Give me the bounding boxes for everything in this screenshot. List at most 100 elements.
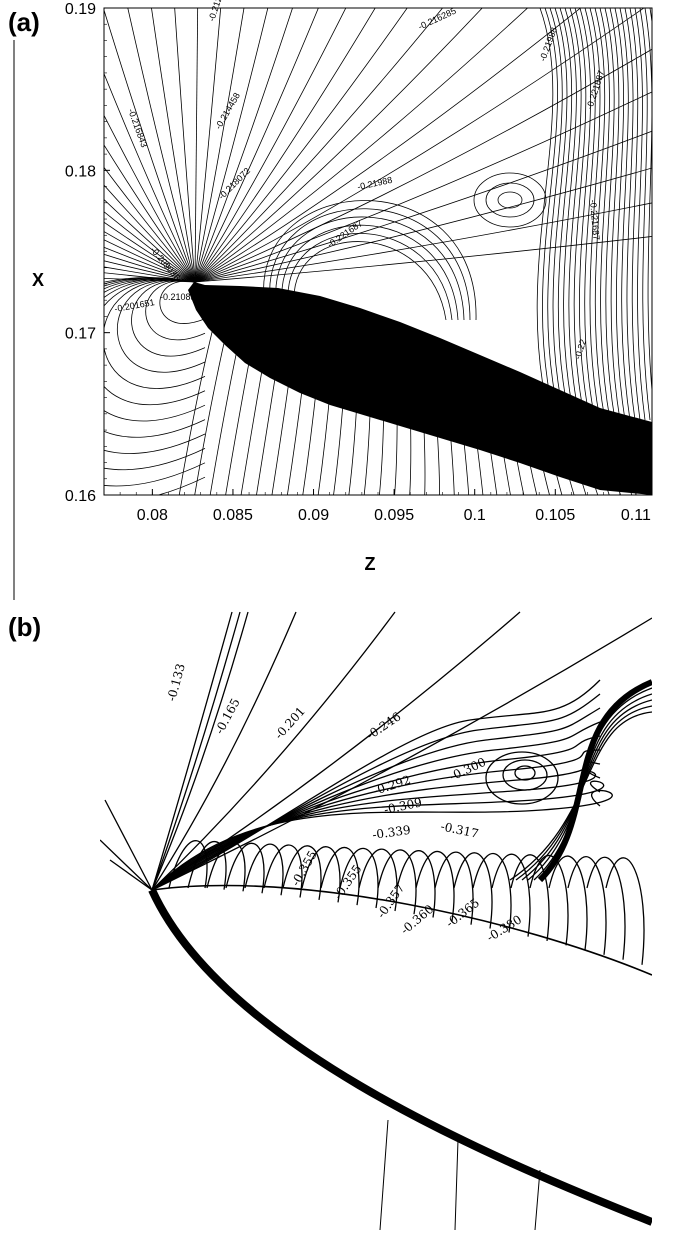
contour-line [586, 856, 626, 960]
contour-line [178, 319, 216, 495]
contour-line [533, 687, 652, 881]
contour-line [104, 277, 206, 471]
contour-line [655, 8, 665, 420]
contour-line [604, 8, 616, 421]
contour-label: -0.355 [288, 848, 319, 888]
contour-line [109, 859, 153, 891]
contour-line [104, 144, 196, 283]
contour-line [579, 8, 591, 421]
contour-line [453, 852, 493, 929]
contour-line [194, 130, 652, 283]
contour-line [151, 749, 601, 891]
contour-line [151, 789, 613, 891]
contour-line [104, 279, 206, 406]
contour-line [589, 8, 601, 421]
contour-line [557, 8, 573, 421]
contour-line [104, 199, 196, 283]
contour-label: -0.201651 [114, 297, 156, 314]
contour-line [542, 8, 558, 421]
x-tick-label: 0.095 [374, 507, 414, 524]
contour-line [619, 8, 631, 421]
contour-loop [497, 191, 523, 209]
contour-line [151, 611, 233, 891]
contour-line [194, 8, 199, 283]
contour-line [104, 279, 206, 389]
contour-line [491, 853, 531, 937]
contour-label: -0.214458 [213, 91, 242, 131]
contour-line [194, 48, 652, 283]
contour-line [104, 166, 196, 283]
contour-line [194, 8, 222, 283]
contour-line [151, 617, 652, 891]
contour-line [194, 8, 444, 283]
panel-a-ylabel: X [32, 270, 44, 290]
contour-line [415, 850, 455, 922]
contour-line [358, 848, 398, 912]
contour-line [521, 699, 652, 881]
x-tick-label: 0.1 [464, 507, 486, 524]
contour-line [151, 679, 601, 891]
panel-a-ticks: 0.08 0.085 0.09 0.095 0.1 0.105 0.11 0.16 0.17 0.… [65, 1, 651, 524]
contour-line [194, 8, 645, 283]
contour-label: -0.246 [364, 709, 404, 742]
airfoil-upper-surface [151, 884, 652, 976]
contour-line [151, 611, 297, 891]
contour-line [194, 8, 347, 283]
contour-line [151, 611, 521, 891]
contour-line [578, 471, 587, 495]
contour-line [565, 465, 575, 495]
x-tick-label: 0.08 [137, 507, 168, 524]
contour-line [225, 842, 265, 894]
contour-line [263, 844, 303, 898]
contour-line [624, 8, 636, 421]
contour-line [151, 735, 601, 891]
contour-line [104, 260, 196, 283]
contour-line [568, 8, 582, 421]
contour-line [151, 611, 249, 891]
contour-line [104, 278, 206, 438]
x-tick-label: 0.11 [621, 507, 651, 524]
x-tick-label: 0.105 [535, 507, 575, 524]
contour-line [301, 846, 341, 903]
contour-line [194, 8, 408, 283]
contour-line [194, 236, 652, 283]
contour-line [527, 693, 652, 881]
contour-label: -0.360 [398, 902, 436, 937]
contour-line [174, 8, 196, 283]
contour-line [104, 266, 196, 283]
contour-line [396, 850, 436, 918]
contour-loop [473, 172, 547, 228]
contour-line [282, 845, 322, 900]
contour-label: -0.339 [371, 823, 411, 842]
contour-line [275, 216, 465, 321]
contour-line [194, 8, 483, 283]
contour-line [100, 839, 153, 891]
contour-line [206, 841, 246, 892]
contour-line [194, 8, 269, 283]
contour-label: -0.317 [439, 819, 479, 841]
contour-line [104, 231, 196, 283]
contour-line [131, 280, 206, 357]
panel-a-contour-labels: -0.212 -0.216285 -0.21988 -0.221687 -0.21684… [114, 0, 607, 361]
contour-line [605, 857, 645, 965]
contour-line [634, 8, 646, 421]
contour-line [434, 851, 474, 925]
contour-line [104, 211, 196, 283]
contour-line [537, 679, 652, 883]
y-tick-label: 0.16 [65, 488, 96, 505]
contour-line [263, 200, 477, 321]
y-tick-label: 0.18 [65, 163, 96, 180]
x-tick-label: 0.085 [213, 507, 253, 524]
contour-line [151, 721, 601, 891]
contour-line [104, 8, 196, 283]
contour-line [194, 8, 529, 283]
contour-label: -0.21988 [356, 175, 393, 192]
contour-line [104, 246, 196, 283]
contour-loop [502, 759, 548, 791]
panel-a-xlabel: Z [365, 554, 376, 574]
contour-line [104, 184, 196, 283]
airfoil-lower-surface [148, 888, 652, 1226]
contour-label: -0.380 [484, 912, 524, 944]
contour-line [194, 8, 376, 283]
contour-line [194, 8, 582, 283]
